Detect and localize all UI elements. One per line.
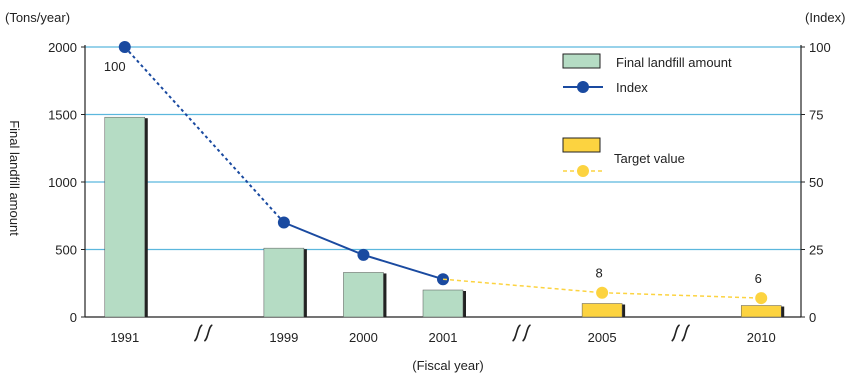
- series-line-segment: [283, 221, 364, 256]
- bar: [343, 272, 384, 318]
- left-tick-label: 0: [70, 310, 77, 325]
- bar: [740, 305, 782, 318]
- x-tick-label: 2005: [588, 330, 617, 345]
- bar: [104, 116, 146, 318]
- axis-break-stroke: [681, 324, 691, 342]
- bar: [422, 289, 464, 318]
- axis-break-mark: [193, 324, 213, 342]
- left-axis-title: Final landfill amount: [7, 120, 22, 236]
- right-axis-unit: (Index): [805, 10, 845, 25]
- axis-break-mark: [512, 324, 531, 342]
- data-label: 100: [104, 59, 126, 74]
- text-layer: (Tons/year) (Index) Final landfill amoun…: [5, 10, 845, 373]
- series-line-segment: [602, 291, 762, 299]
- legend-index-marker: [577, 81, 589, 93]
- x-tick-label: 1991: [110, 330, 139, 345]
- bar-layer: [104, 116, 785, 318]
- axis-break-stroke: [522, 324, 531, 342]
- axis-break-stroke: [193, 324, 203, 342]
- data-label: 8: [595, 266, 602, 281]
- right-tick-label: 100: [809, 40, 831, 55]
- x-tick-label: 1999: [269, 330, 298, 345]
- right-tick-label: 50: [809, 175, 823, 190]
- line-layer: [118, 41, 768, 305]
- series-line-segment: [124, 46, 285, 224]
- right-tick-label: 75: [809, 108, 823, 123]
- bar: [263, 247, 305, 318]
- right-tick-label: 0: [809, 310, 816, 325]
- legend: [562, 53, 603, 177]
- legend-index-label: Index: [616, 80, 648, 95]
- series-line-segment: [363, 253, 444, 281]
- left-tick-label: 500: [55, 243, 77, 258]
- axis-break-mark: [671, 324, 691, 342]
- legend-target-swatch: [562, 137, 601, 153]
- left-tick-label: 2000: [48, 40, 77, 55]
- legend-bar-swatch: [562, 53, 601, 69]
- legend-target-marker: [577, 165, 589, 177]
- data-point: [118, 41, 131, 53]
- data-point: [755, 292, 768, 305]
- x-axis-title: (Fiscal year): [412, 358, 484, 373]
- data-point: [277, 216, 290, 229]
- legend-target-label: Target value: [614, 151, 685, 166]
- axis-break-stroke: [671, 324, 681, 342]
- legend-final-landfill-label: Final landfill amount: [616, 55, 732, 70]
- bar: [581, 303, 623, 318]
- data-point: [596, 286, 609, 299]
- data-label: 6: [755, 271, 762, 286]
- x-tick-label: 2010: [747, 330, 776, 345]
- left-axis-unit: (Tons/year): [5, 10, 70, 25]
- data-point: [357, 248, 370, 261]
- series-line-segment: [442, 278, 603, 294]
- x-tick-label: 2000: [349, 330, 378, 345]
- axis-break-stroke: [203, 324, 213, 342]
- right-tick-label: 25: [809, 243, 823, 258]
- axis-break-stroke: [512, 324, 521, 342]
- left-tick-label: 1000: [48, 175, 77, 190]
- left-tick-label: 1500: [48, 108, 77, 123]
- x-tick-label: 2001: [429, 330, 458, 345]
